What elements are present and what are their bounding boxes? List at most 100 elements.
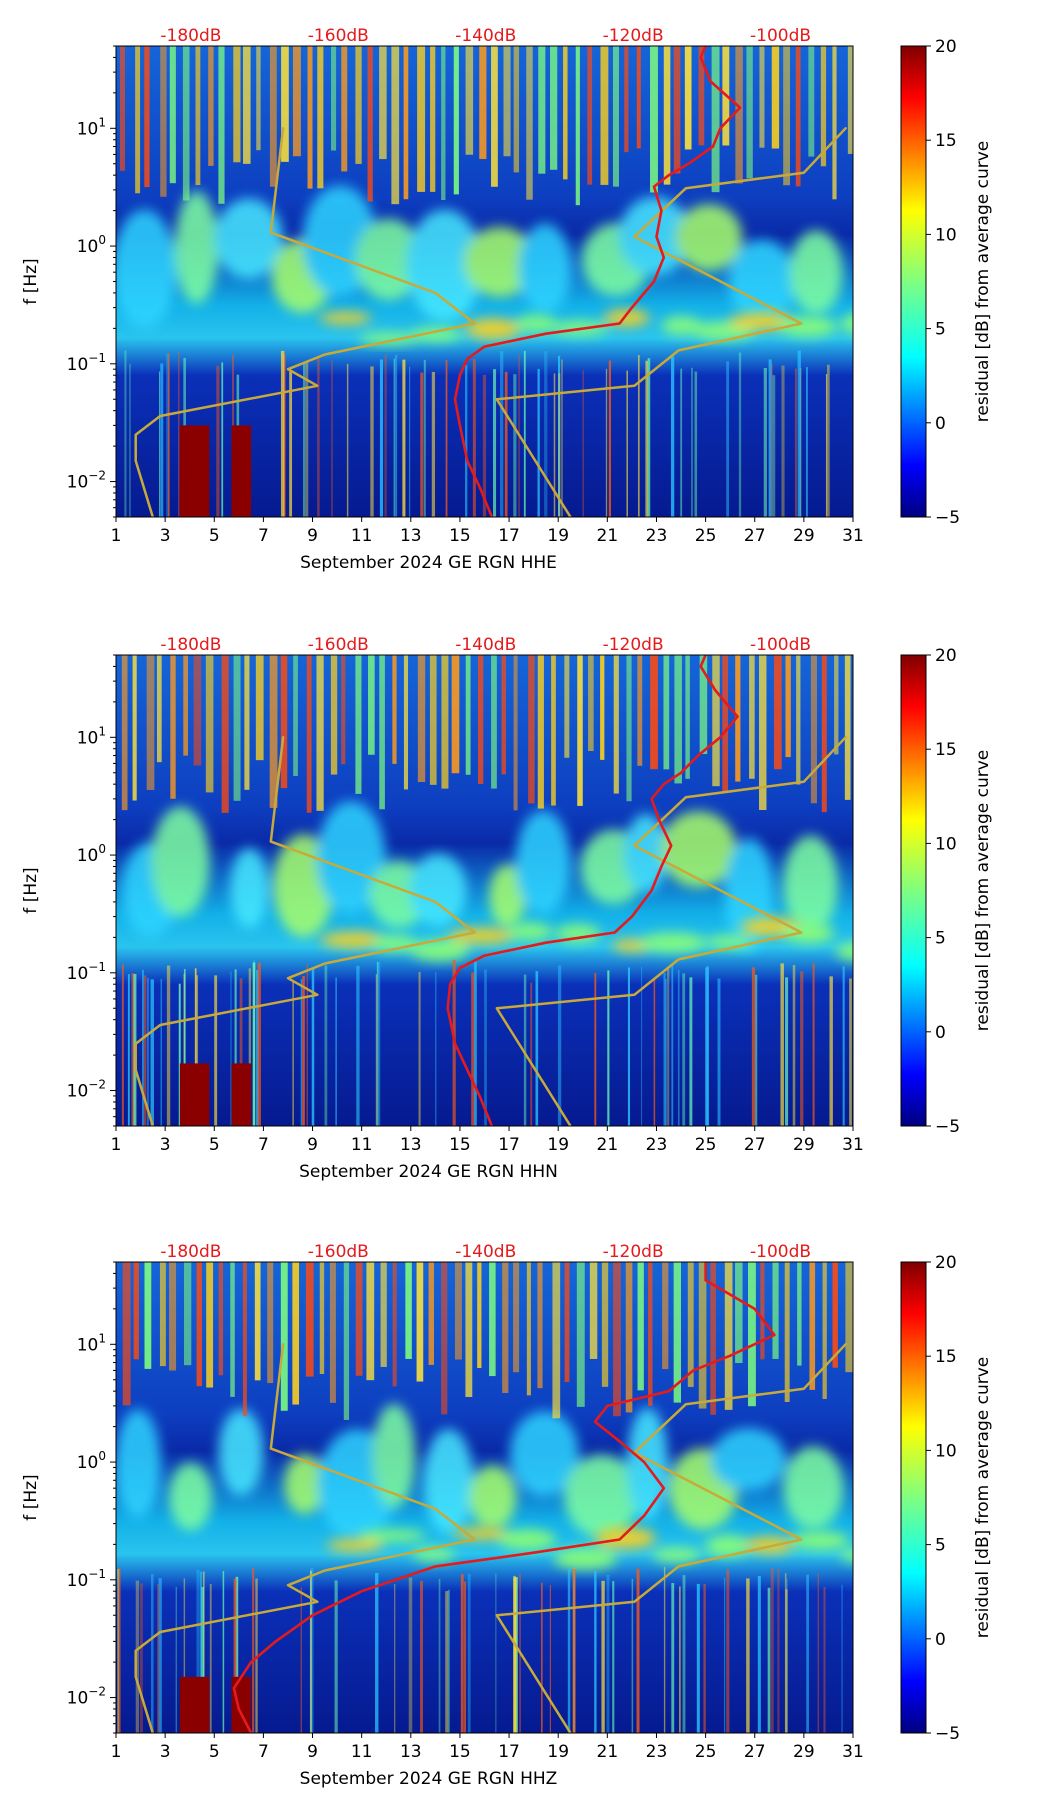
x-tick-label: 23	[646, 1135, 668, 1155]
x-tick-label: 3	[160, 1742, 171, 1762]
hf-stripe	[587, 46, 593, 185]
hf-stripe	[233, 655, 241, 801]
microseism-blob	[452, 1527, 513, 1540]
lf-streak	[530, 982, 533, 1126]
lf-streak	[482, 374, 487, 517]
hf-stripe	[526, 1262, 531, 1396]
hf-stripe	[551, 655, 556, 806]
lf-streak	[504, 371, 508, 517]
hf-stripe	[795, 46, 801, 187]
lf-streak	[435, 972, 437, 1126]
hf-stripe	[552, 1262, 561, 1419]
microseism-blob	[320, 931, 388, 948]
lf-streak	[235, 1576, 239, 1733]
hf-stripe	[306, 655, 312, 813]
y-tick-label: 101	[77, 1331, 106, 1355]
lf-streak	[302, 363, 306, 517]
lf-streak	[680, 368, 683, 517]
microseism-blob	[359, 332, 419, 345]
daily-stripes	[122, 1262, 853, 1420]
saturated-region	[179, 425, 210, 517]
top-db-label: -140dB	[455, 635, 516, 655]
lf-streaks	[117, 1567, 853, 1733]
lf-streak	[379, 359, 384, 517]
hf-stripe	[832, 1262, 838, 1368]
x-tick-label: 29	[793, 526, 815, 546]
hf-stripe	[160, 46, 167, 197]
saturated-region	[179, 1676, 210, 1733]
lf-streak	[608, 360, 612, 517]
hf-stripe	[331, 46, 337, 151]
lf-streak	[631, 1578, 634, 1733]
hf-stripe	[317, 46, 324, 189]
lf-streak	[196, 975, 199, 1126]
hf-stripe	[416, 1262, 424, 1382]
hf-stripe	[193, 655, 202, 766]
hf-stripe	[183, 655, 189, 756]
lf-streak	[500, 351, 504, 517]
hf-stripe	[810, 655, 817, 804]
top-db-label: -180dB	[160, 26, 221, 46]
lf-streak	[696, 1583, 700, 1733]
lf-streak	[671, 1583, 675, 1733]
lf-streak	[664, 978, 667, 1126]
hf-stripe	[208, 46, 214, 166]
lf-streak	[305, 361, 309, 517]
hf-stripe	[613, 655, 619, 794]
hf-stripe	[575, 46, 580, 206]
x-tick-label: 11	[351, 1135, 373, 1155]
microseism-blob	[603, 309, 650, 327]
y-tick-label: 10−1	[67, 960, 106, 984]
x-tick-label: 29	[793, 1135, 815, 1155]
daily-stripes	[120, 46, 853, 206]
hf-stripe	[367, 46, 373, 202]
hf-stripe	[538, 46, 546, 174]
lf-streak	[127, 974, 130, 1126]
hf-stripe	[144, 46, 150, 188]
lf-streak	[572, 1568, 576, 1733]
y-tick-label: 10−2	[67, 469, 106, 493]
lf-streak	[438, 1578, 441, 1733]
lf-streak	[143, 975, 147, 1126]
lf-streak	[394, 1583, 396, 1733]
microseism-band	[326, 1527, 853, 1570]
lf-streak	[757, 1575, 761, 1733]
noise-blob	[469, 1465, 517, 1529]
hf-stripe	[343, 1262, 350, 1420]
top-db-label: -160dB	[308, 635, 369, 655]
lf-streak	[641, 966, 643, 1126]
lf-streak	[445, 1591, 449, 1733]
noise-blob	[675, 204, 743, 271]
lf-streak	[196, 1569, 200, 1733]
lf-streak	[667, 967, 670, 1126]
lf-streak	[653, 979, 656, 1126]
x-tick-label: 13	[400, 526, 422, 546]
hf-stripe	[305, 1262, 314, 1377]
lf-streak	[663, 972, 666, 1126]
top-db-label: -100dB	[750, 26, 811, 46]
lf-streak	[233, 1578, 237, 1733]
x-tick-label: 3	[160, 526, 171, 546]
colorbar-tick-label: 10	[935, 1441, 957, 1461]
hf-stripe	[662, 1262, 669, 1370]
x-tick-label: 3	[160, 1135, 171, 1155]
y-tick-label: 101	[77, 724, 106, 748]
x-tick-label: 21	[597, 1742, 619, 1762]
microseism-blob	[595, 1527, 656, 1549]
lf-streak	[131, 973, 135, 1126]
colorbar: 20 15 10 5 0 −5 residual [dB] from average cur…	[900, 646, 993, 1137]
hf-stripe	[845, 1262, 853, 1373]
hf-stripe	[329, 1262, 336, 1403]
lf-streak	[409, 366, 411, 517]
lf-streak	[234, 969, 237, 1126]
lf-streak	[751, 967, 756, 1126]
lf-streak	[317, 356, 320, 517]
lf-streak	[601, 1580, 605, 1733]
hf-stripe	[429, 655, 437, 785]
lf-streak	[472, 359, 476, 517]
microseism-blob	[705, 1534, 751, 1557]
top-db-label: -160dB	[308, 26, 369, 46]
lf-streak	[647, 358, 651, 517]
colorbar-tick-label: 20	[935, 37, 957, 57]
lf-streak	[663, 1567, 666, 1733]
